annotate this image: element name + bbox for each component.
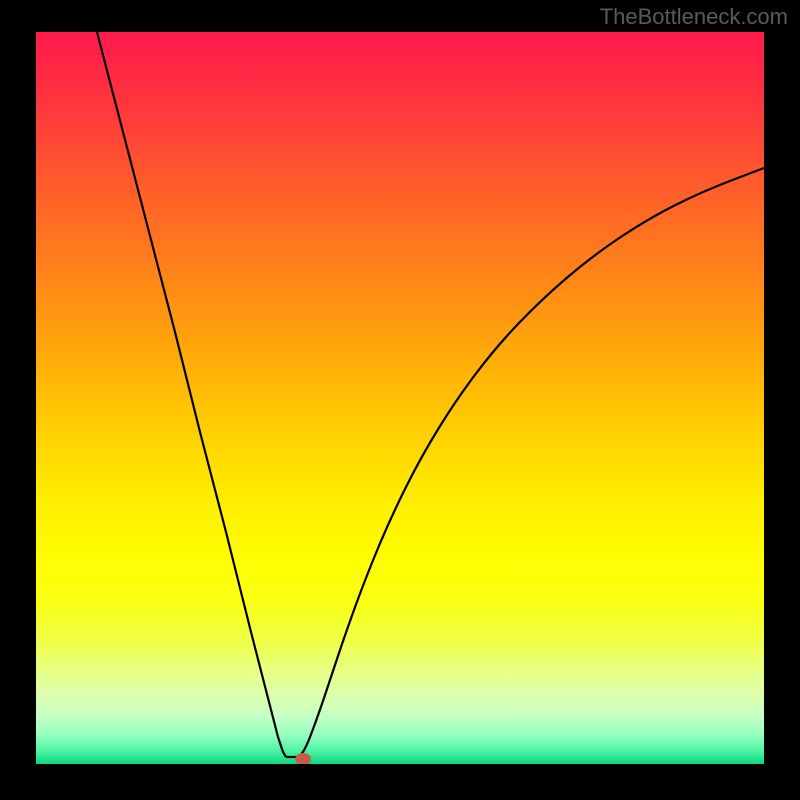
- watermark-text: TheBottleneck.com: [600, 4, 788, 30]
- chart-curve-layer: [36, 32, 764, 764]
- chart-container: [36, 32, 764, 764]
- curve-left-branch: [97, 32, 286, 757]
- minimum-marker: [295, 753, 311, 764]
- curve-right-branch: [299, 168, 764, 757]
